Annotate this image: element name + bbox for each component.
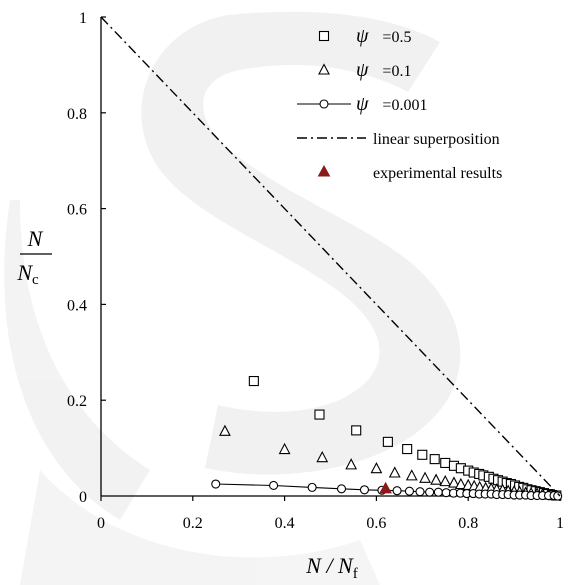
series-layer: [100, 16, 563, 501]
data-point: [248, 375, 259, 387]
y-tick-label: 0: [79, 489, 87, 506]
legend-entry: ψ =0.001: [297, 93, 427, 115]
legend-entry: experimental results: [317, 164, 502, 182]
series-2: [211, 479, 563, 501]
legend-symbol: ψ: [356, 93, 369, 115]
data-point: [433, 487, 443, 497]
data-point: [307, 482, 317, 492]
y-tick-label: 0.4: [67, 297, 87, 314]
data-point: [417, 449, 428, 460]
legend-symbol: ψ: [356, 59, 369, 81]
legend-entry: linear superposition: [297, 131, 500, 148]
data-point: [404, 486, 414, 496]
x-axis-label-main: N / N: [305, 553, 354, 578]
legend-entry: ψ =0.5: [318, 25, 411, 47]
legend-label: experimental results: [373, 165, 502, 182]
x-tick-label: 0.2: [183, 515, 203, 532]
y-tick-label: 0.6: [67, 202, 87, 219]
legend-label: ψ =0.1: [356, 59, 411, 81]
legend-label: ψ =0.5: [356, 25, 411, 47]
x-axis-label: N / Nf: [305, 553, 357, 582]
data-point: [219, 424, 231, 436]
data-point: [345, 458, 358, 470]
series-4: [379, 481, 392, 494]
data-point: [211, 479, 221, 489]
data-point: [429, 454, 440, 465]
data-point: [440, 457, 451, 468]
x-axis-label-sub: f: [353, 566, 358, 582]
data-point: [448, 476, 460, 488]
y-axis-label-denominator-main: N: [16, 260, 33, 285]
y-tick-label: 1: [79, 10, 87, 27]
data-point: [278, 442, 291, 455]
data-point: [454, 477, 467, 490]
y-axis-label-numerator: N: [27, 226, 44, 251]
data-point: [359, 485, 370, 495]
y-tick-label: 0.2: [67, 393, 87, 410]
x-tick-label: 1: [556, 515, 564, 532]
data-point: [316, 450, 329, 463]
data-point: [314, 409, 325, 420]
data-point: [419, 471, 431, 483]
data-point: [425, 487, 435, 497]
legend-entry: ψ =0.1: [318, 59, 411, 81]
data-point: [402, 444, 413, 455]
data-point: [553, 491, 563, 501]
watermark: [4, 11, 461, 585]
x-tick-label: 0.8: [458, 515, 478, 532]
data-point: [379, 481, 392, 494]
legend: ψ =0.5 ψ =0.1 ψ =0.001 linear superposition exp…: [297, 25, 502, 182]
data-point: [370, 462, 383, 474]
x-tick-label: 0: [97, 515, 105, 532]
legend-value: =0.5: [382, 29, 411, 46]
axes: 0 0.2 0.4 0.6 0.8 1 0 0.2 0.4 0.6 0.8 1: [67, 10, 564, 532]
data-point: [405, 469, 418, 481]
x-tick-label: 0.4: [275, 515, 295, 532]
data-point: [388, 466, 401, 478]
data-point: [415, 487, 425, 497]
legend-marker: [317, 164, 331, 177]
legend-value: =0.1: [382, 63, 411, 80]
data-point: [430, 473, 442, 485]
legend-label: ψ =0.001: [356, 93, 427, 115]
data-point: [351, 425, 362, 436]
data-point: [382, 436, 393, 447]
data-point: [439, 474, 452, 487]
y-axis-label-denominator: Nc: [16, 260, 39, 288]
legend-marker: [319, 99, 329, 109]
legend-marker: [318, 63, 330, 75]
legend-symbol: ψ: [356, 25, 369, 47]
legend-marker: [318, 30, 330, 42]
legend-label: linear superposition: [373, 131, 500, 148]
legend-value: =0.001: [382, 97, 427, 114]
x-tick-label: 0.6: [366, 515, 386, 532]
data-point: [392, 486, 402, 496]
data-point: [269, 480, 279, 491]
data-point: [336, 484, 347, 494]
data-point: [441, 488, 451, 498]
y-axis-label-denominator-sub: c: [32, 272, 39, 288]
y-tick-label: 0.8: [67, 106, 87, 123]
axis-labels: N / Nf N Nc: [16, 226, 357, 582]
